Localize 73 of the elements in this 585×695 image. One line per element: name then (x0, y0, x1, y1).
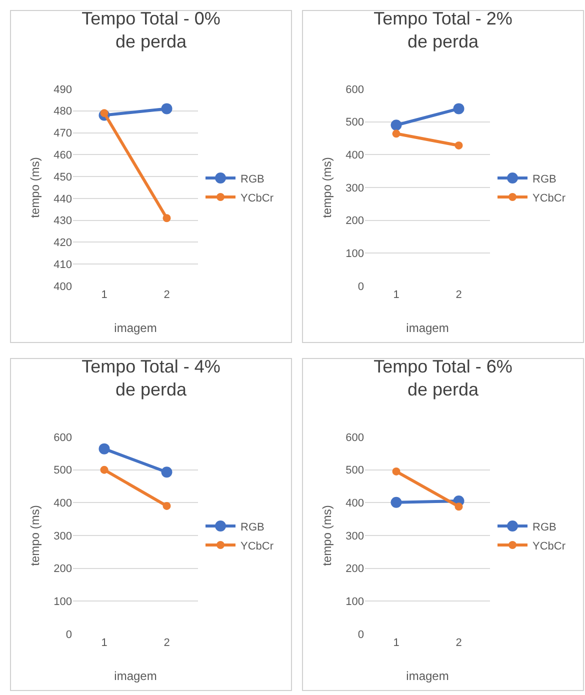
x-tick-label: 2 (164, 637, 170, 649)
legend-label: RGB (532, 521, 556, 534)
y-tick-label: 490 (54, 84, 72, 96)
y-axis-title: tempo (ms) (320, 505, 334, 566)
y-tick-label: 440 (54, 193, 72, 206)
y-tick-label: 400 (54, 280, 72, 293)
y-tick-label: 100 (346, 596, 364, 608)
y-tick-label: 400 (346, 498, 364, 510)
y-tick-label: 100 (54, 596, 72, 608)
legend-label: RGB (240, 521, 264, 534)
y-tick-label: 200 (54, 563, 72, 576)
point (161, 103, 172, 114)
y-tick-label: 300 (346, 182, 364, 194)
y-tick-label: 300 (346, 530, 364, 542)
y-tick-label: 460 (54, 150, 72, 162)
chart-title: Tempo Total - 2% de perda (374, 8, 512, 52)
y-axis-title: tempo (ms) (320, 157, 334, 218)
y-tick-label: 300 (54, 530, 72, 542)
y-tick-label: 0 (66, 628, 72, 641)
y-tick-label: 400 (346, 150, 364, 162)
x-tick-label: 2 (456, 289, 462, 301)
y-tick-label: 200 (346, 215, 364, 228)
point (454, 141, 463, 150)
point (453, 103, 464, 114)
y-tick-label: 400 (54, 498, 72, 510)
y-tick-label: 450 (54, 171, 72, 184)
legend-label: RGB (532, 173, 556, 186)
legend-label: YCbCr (240, 540, 274, 552)
point (162, 502, 171, 510)
y-axis-title: tempo (ms) (28, 157, 42, 218)
x-axis-title: imagem (406, 321, 449, 335)
y-tick-label: 0 (358, 280, 364, 293)
x-tick-label: 1 (393, 289, 400, 301)
y-axis-title: tempo (ms) (28, 505, 42, 566)
y-tick-label: 0 (358, 628, 364, 641)
y-tick-label: 430 (54, 215, 72, 228)
point (454, 502, 463, 511)
y-tick-label: 470 (54, 128, 72, 140)
y-tick-label: 500 (346, 464, 364, 477)
legend-label: YCbCr (532, 540, 566, 552)
chart-title: Tempo Total - 0% de perda (82, 8, 220, 52)
x-axis-title: imagem (114, 321, 157, 335)
y-tick-label: 480 (54, 106, 72, 118)
point (390, 496, 402, 508)
legend-label: YCbCr (532, 192, 566, 204)
x-tick-label: 2 (456, 637, 462, 649)
x-axis-title: imagem (114, 669, 157, 683)
y-tick-label: 410 (54, 258, 72, 271)
legend-label: RGB (240, 173, 264, 186)
point (392, 467, 400, 476)
point (390, 120, 402, 131)
y-tick-label: 600 (346, 432, 364, 444)
x-tick-label: 1 (393, 637, 400, 649)
point (98, 443, 110, 454)
point (100, 466, 108, 474)
y-tick-label: 420 (54, 237, 72, 250)
y-tick-label: 200 (346, 563, 364, 576)
point (162, 214, 171, 222)
y-tick-label: 600 (54, 432, 72, 444)
x-tick-label: 1 (101, 637, 108, 649)
y-tick-label: 100 (346, 248, 364, 260)
x-axis-title: imagem (406, 669, 449, 683)
chart-title: Tempo Total - 6% de perda (374, 356, 512, 400)
y-tick-label: 600 (346, 84, 364, 96)
x-tick-label: 2 (164, 289, 170, 301)
y-tick-label: 500 (54, 464, 72, 477)
point (392, 130, 400, 138)
y-tick-label: 500 (346, 116, 364, 129)
legend-label: YCbCr (240, 192, 274, 204)
point (161, 466, 172, 478)
chart-title: Tempo Total - 4% de perda (82, 356, 220, 400)
point (100, 109, 108, 118)
x-tick-label: 1 (101, 289, 108, 301)
